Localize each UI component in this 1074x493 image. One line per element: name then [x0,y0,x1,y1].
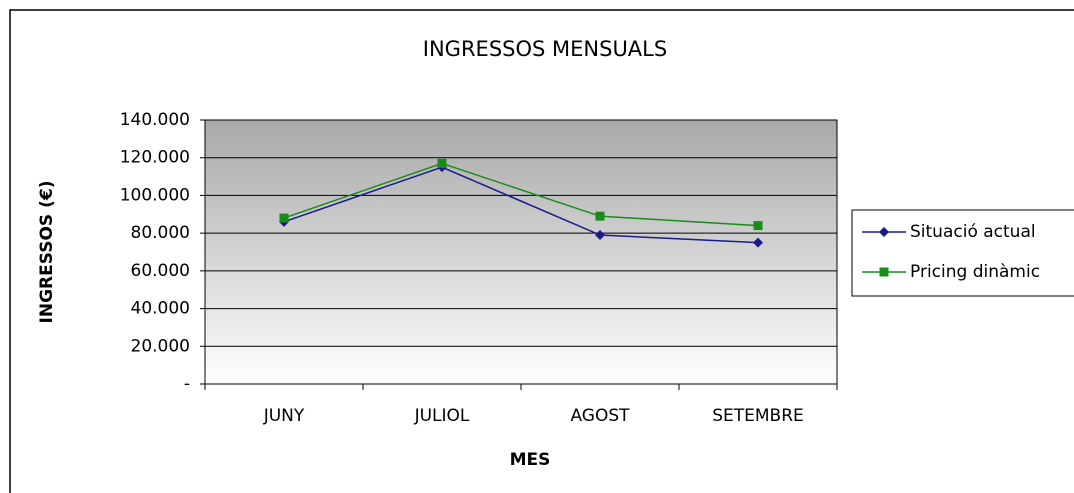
y-tick-label: 120.000 [120,148,190,168]
marker [595,211,605,221]
marker [879,267,889,277]
series-line [283,162,759,227]
y-tick-label: 20.000 [131,336,190,356]
x-axis-title: MES [510,450,551,470]
y-tick-label: 140.000 [120,110,190,130]
x-tick-label: AGOST [570,406,630,426]
y-tick-label: 60.000 [131,261,190,281]
marker [879,227,889,237]
marker [437,158,447,168]
plot-area [204,119,838,385]
legend-label: Pricing dinàmic [910,262,1040,282]
x-tick-label: SETEMBRE [712,406,804,426]
y-axis-title: INGRESSOS (€) [37,181,57,324]
x-tick-label: JUNY [263,406,305,426]
y-tick-label: 40.000 [131,299,190,319]
series-line [283,166,759,244]
marker [753,237,763,248]
y-tick-label: 100.000 [120,185,190,205]
x-tick-label: JULIOL [414,406,470,426]
marker [595,230,605,241]
legend-label: Situació actual [910,222,1036,242]
y-tick-label: - [184,374,190,394]
marker [279,213,289,223]
marker [753,221,763,231]
chart-title: INGRESSOS MENSUALS [423,37,667,61]
y-tick-label: 80.000 [131,223,190,243]
legend [851,209,1074,297]
